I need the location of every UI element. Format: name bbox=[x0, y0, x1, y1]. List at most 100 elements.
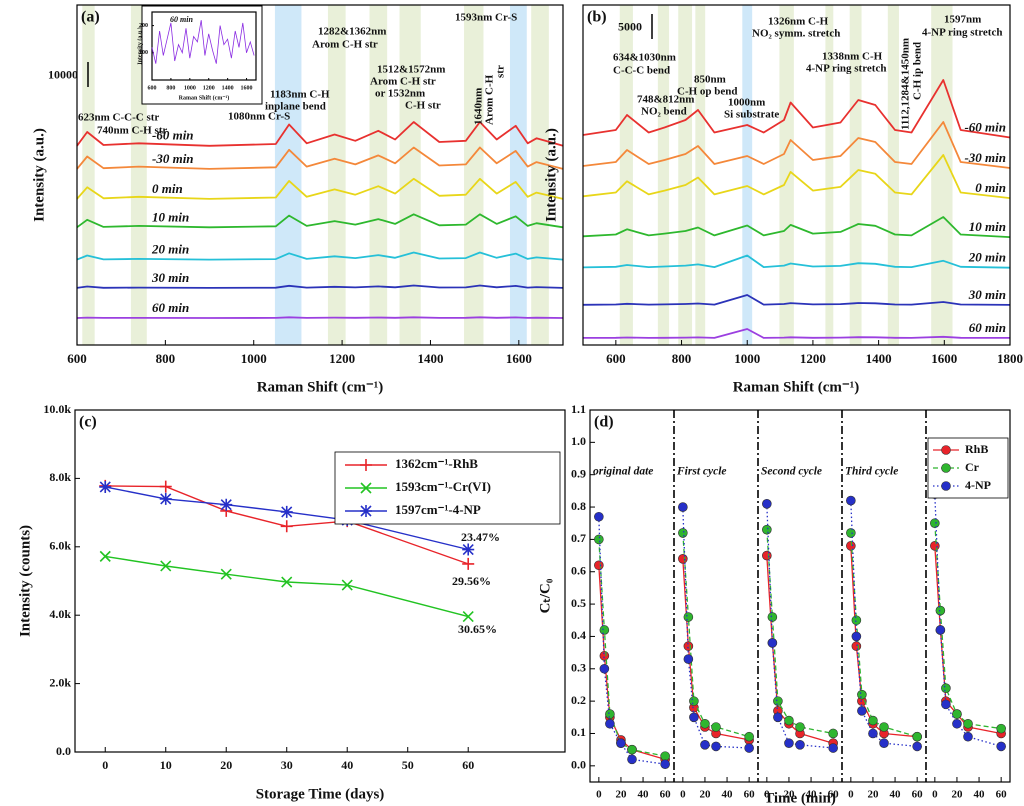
data-point bbox=[795, 722, 805, 732]
data-point bbox=[683, 654, 694, 664]
x-axis-label: Storage Time (days) bbox=[256, 786, 385, 802]
highlight-band bbox=[531, 5, 549, 345]
y-tick-label: 1.0 bbox=[571, 434, 586, 448]
x-tick-label: 0 bbox=[848, 789, 854, 801]
y-tick-label: 0.8 bbox=[571, 499, 586, 513]
legend-marker bbox=[941, 445, 951, 455]
series-line bbox=[151, 20, 255, 64]
data-point bbox=[996, 741, 1006, 752]
data-point bbox=[935, 625, 946, 635]
data-point bbox=[828, 743, 838, 753]
highlight-band bbox=[464, 5, 484, 345]
data-point bbox=[879, 722, 889, 732]
data-point bbox=[220, 568, 232, 580]
peak-annotation: Arom C-H str bbox=[312, 39, 378, 51]
highlight-band bbox=[825, 5, 834, 345]
peak-annotation: 1326nm C-H bbox=[768, 16, 829, 28]
peak-annotation: NO₂ bend bbox=[641, 106, 687, 118]
data-point bbox=[868, 728, 878, 739]
scale-bar-label: 10000 bbox=[48, 67, 78, 81]
panel-label: (c) bbox=[79, 414, 97, 431]
y-tick-label: 0.2 bbox=[571, 693, 586, 707]
highlight-band bbox=[327, 5, 346, 345]
x-tick-label: 10 bbox=[160, 758, 172, 772]
data-point bbox=[700, 739, 710, 750]
data-point bbox=[594, 560, 604, 571]
data-point bbox=[462, 611, 474, 623]
legend-label: Cr bbox=[965, 460, 980, 474]
peak-annotation: Si substrate bbox=[724, 109, 779, 121]
data-point bbox=[462, 543, 475, 556]
x-tick-label: 20 bbox=[615, 789, 627, 801]
x-axis-label: Raman Shift (cm⁻¹) bbox=[179, 94, 230, 101]
x-tick-label: 600 bbox=[148, 85, 157, 91]
data-point bbox=[846, 528, 856, 538]
peak-annotation: 748&812nm bbox=[637, 94, 694, 106]
y-tick-label: 0.9 bbox=[571, 466, 586, 480]
data-point bbox=[160, 560, 172, 572]
y-tick-label: 0.3 bbox=[571, 661, 586, 675]
series-line bbox=[850, 500, 918, 748]
y-tick-label: 6.0k bbox=[49, 539, 71, 553]
peak-annotation: 623nm C-C-C str bbox=[78, 112, 159, 124]
data-point bbox=[700, 718, 710, 729]
data-point bbox=[879, 738, 889, 748]
data-point bbox=[996, 723, 1006, 734]
peak-annotation: 1112,1284&1450nm bbox=[900, 38, 912, 130]
data-point bbox=[605, 709, 615, 719]
x-tick-label: 1600 bbox=[241, 85, 253, 91]
data-point bbox=[846, 495, 856, 506]
data-point bbox=[857, 706, 867, 716]
series-label: 20 min bbox=[968, 250, 1006, 265]
highlight-band bbox=[931, 5, 953, 345]
peak-annotation: 740nm C-H str bbox=[97, 125, 167, 137]
x-tick-label: 40 bbox=[974, 789, 986, 801]
peak-annotation: or 1532nm bbox=[375, 88, 425, 100]
highlight-band bbox=[695, 5, 706, 345]
legend-label: 1597cm⁻¹-4-NP bbox=[395, 502, 481, 517]
x-tick-label: 1600 bbox=[931, 351, 957, 366]
legend-label: 1362cm⁻¹-RhB bbox=[395, 456, 478, 471]
x-tick-label: 600 bbox=[606, 351, 626, 366]
data-point bbox=[281, 576, 293, 588]
data-point bbox=[784, 738, 794, 748]
x-tick-label: 40 bbox=[722, 789, 734, 801]
data-point bbox=[99, 550, 111, 562]
plot-frame bbox=[582, 4, 1011, 346]
highlight-band bbox=[274, 5, 302, 345]
series-line bbox=[105, 555, 469, 618]
series-label: 30 min bbox=[968, 287, 1006, 302]
data-point bbox=[773, 712, 783, 723]
x-tick-label: 0 bbox=[596, 789, 602, 801]
data-point bbox=[857, 689, 867, 700]
peak-annotation: 1282&1362nm bbox=[318, 26, 386, 38]
data-point bbox=[280, 505, 293, 518]
y-tick-label: 0.0 bbox=[56, 744, 71, 758]
peak-annotation: Arom C-H bbox=[484, 74, 496, 125]
y-tick-label: 0.5 bbox=[571, 596, 586, 610]
data-point bbox=[941, 683, 951, 693]
x-tick-label: 0 bbox=[102, 758, 108, 772]
series-line bbox=[766, 503, 834, 749]
series-line bbox=[598, 565, 666, 761]
peak-annotation: 1183nm C-H bbox=[270, 89, 330, 101]
legend-label: 4-NP bbox=[965, 478, 991, 492]
x-tick-label: 800 bbox=[156, 351, 176, 366]
data-point bbox=[660, 751, 670, 761]
spectrum-line bbox=[582, 154, 1011, 199]
data-point bbox=[912, 731, 922, 742]
data-point bbox=[744, 731, 754, 742]
x-tick-label: 1800 bbox=[997, 351, 1023, 366]
scale-bar-label: 5000 bbox=[618, 19, 642, 33]
spectrum-line bbox=[582, 79, 1011, 139]
data-point bbox=[711, 722, 721, 732]
panel-label: (a) bbox=[81, 9, 100, 26]
x-tick-label: 40 bbox=[341, 758, 353, 772]
data-point bbox=[462, 557, 475, 570]
y-tick-label: 10.0k bbox=[43, 402, 71, 416]
highlight-band bbox=[678, 5, 693, 345]
value-annotation: 30.65% bbox=[458, 622, 497, 636]
spectrum-line bbox=[76, 251, 564, 261]
x-tick-label: 1400 bbox=[417, 351, 443, 366]
x-tick-label: 20 bbox=[867, 789, 879, 801]
